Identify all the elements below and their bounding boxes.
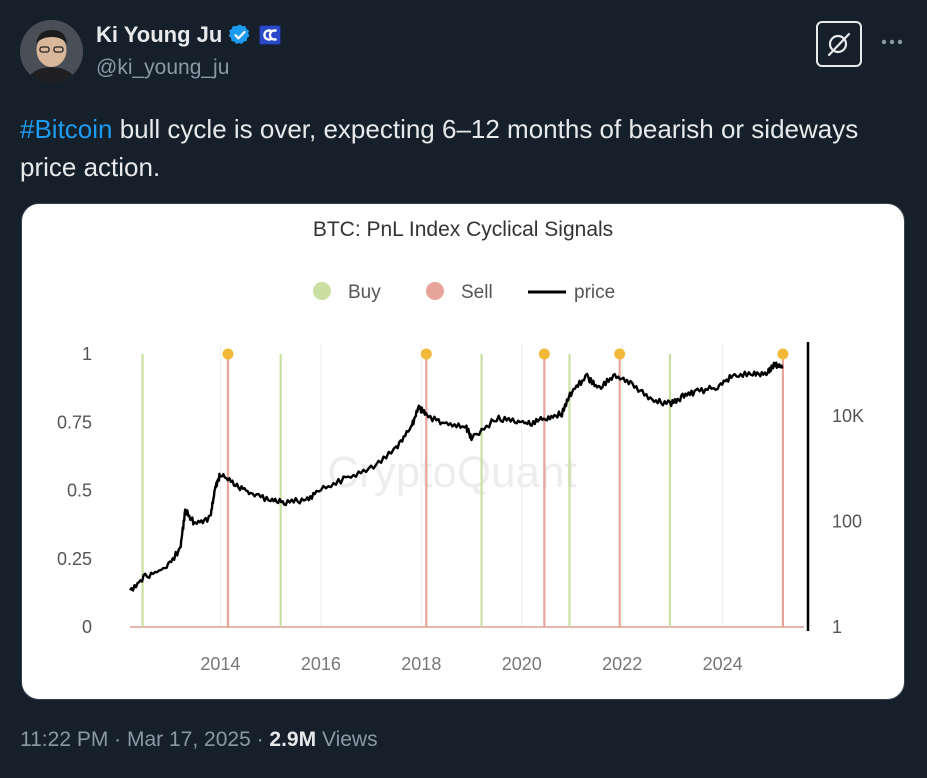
y-right-tick-label: 1 [832, 617, 842, 637]
sell-signal-marker [777, 348, 789, 360]
views-label: Views [316, 728, 378, 751]
y-right-tick-label: 10K [832, 406, 864, 426]
y-left-tick-label: 0 [82, 617, 92, 637]
grok-button[interactable] [816, 21, 862, 67]
author-handle[interactable]: @ki_young_ju [96, 56, 230, 79]
y-left-tick-label: 1 [82, 344, 92, 364]
chart-svg: BTC: PnL Index Cyclical Signals Buy Sell… [57, 218, 864, 674]
tweet-meta: 11:22 PM · Mar 17, 2025 · 2.9M Views [20, 728, 378, 752]
hashtag-link[interactable]: #Bitcoin [20, 114, 113, 144]
y-left-tick-label: 0.75 [57, 412, 92, 432]
tweet-body: bull cycle is over, expecting 6–12 month… [20, 114, 859, 182]
legend-sell-marker [426, 282, 444, 300]
chart-grid [130, 344, 804, 628]
x-tick-label: 2020 [502, 654, 542, 674]
chart-x-axis: 2014 2016 2018 2020 2022 2024 [200, 654, 742, 674]
author-display-name[interactable]: Ki Young Ju [96, 22, 223, 47]
tweet-text: #Bitcoin bull cycle is over, expecting 6… [20, 110, 910, 186]
avatar-image [20, 20, 83, 83]
x-tick-label: 2016 [301, 654, 341, 674]
sell-signal-marker [614, 348, 626, 360]
x-tick-label: 2018 [401, 654, 441, 674]
chart-legend: Buy Sell price [313, 282, 615, 303]
price-series-line [129, 361, 784, 592]
verified-badge-icon[interactable] [228, 23, 252, 47]
avatar[interactable] [20, 20, 83, 83]
sell-signal-marker [222, 348, 234, 360]
grok-icon [827, 32, 851, 57]
x-tick-label: 2022 [602, 654, 642, 674]
chart-signal-markers [222, 348, 789, 360]
y-left-tick-label: 0.25 [57, 549, 92, 569]
chart-series [129, 361, 784, 592]
legend-buy-marker [313, 282, 331, 300]
x-tick-label: 2014 [200, 654, 240, 674]
chart-y-left-axis: 1 0.75 0.5 0.25 0 [57, 344, 92, 637]
author-row: Ki Young Ju [96, 22, 282, 48]
chart-y-right-axis: 10K 100 1 [806, 342, 864, 637]
chart-watermark: CryptoQuant [327, 448, 576, 497]
views-count: 2.9M [269, 728, 317, 751]
sell-signal-marker [420, 348, 432, 360]
legend-sell-label: Sell [461, 282, 493, 303]
sell-signal-marker [538, 348, 550, 360]
tweet-time[interactable]: 11:22 PM [20, 728, 109, 751]
cryptoquant-affiliate-icon[interactable] [258, 23, 282, 47]
legend-buy-label: Buy [348, 282, 381, 303]
meta-separator: · [250, 728, 270, 751]
y-left-tick-label: 0.5 [67, 481, 92, 501]
more-dots-icon [881, 39, 903, 45]
y-right-tick-label: 100 [832, 512, 862, 532]
chart-title: BTC: PnL Index Cyclical Signals [313, 218, 613, 241]
tweet-date[interactable]: Mar 17, 2025 [127, 728, 251, 751]
x-tick-label: 2024 [703, 654, 743, 674]
meta-separator: · [108, 728, 127, 751]
tweet-media-chart[interactable]: BTC: PnL Index Cyclical Signals Buy Sell… [21, 203, 905, 700]
more-options-button[interactable] [876, 28, 908, 52]
legend-price-label: price [574, 282, 615, 303]
